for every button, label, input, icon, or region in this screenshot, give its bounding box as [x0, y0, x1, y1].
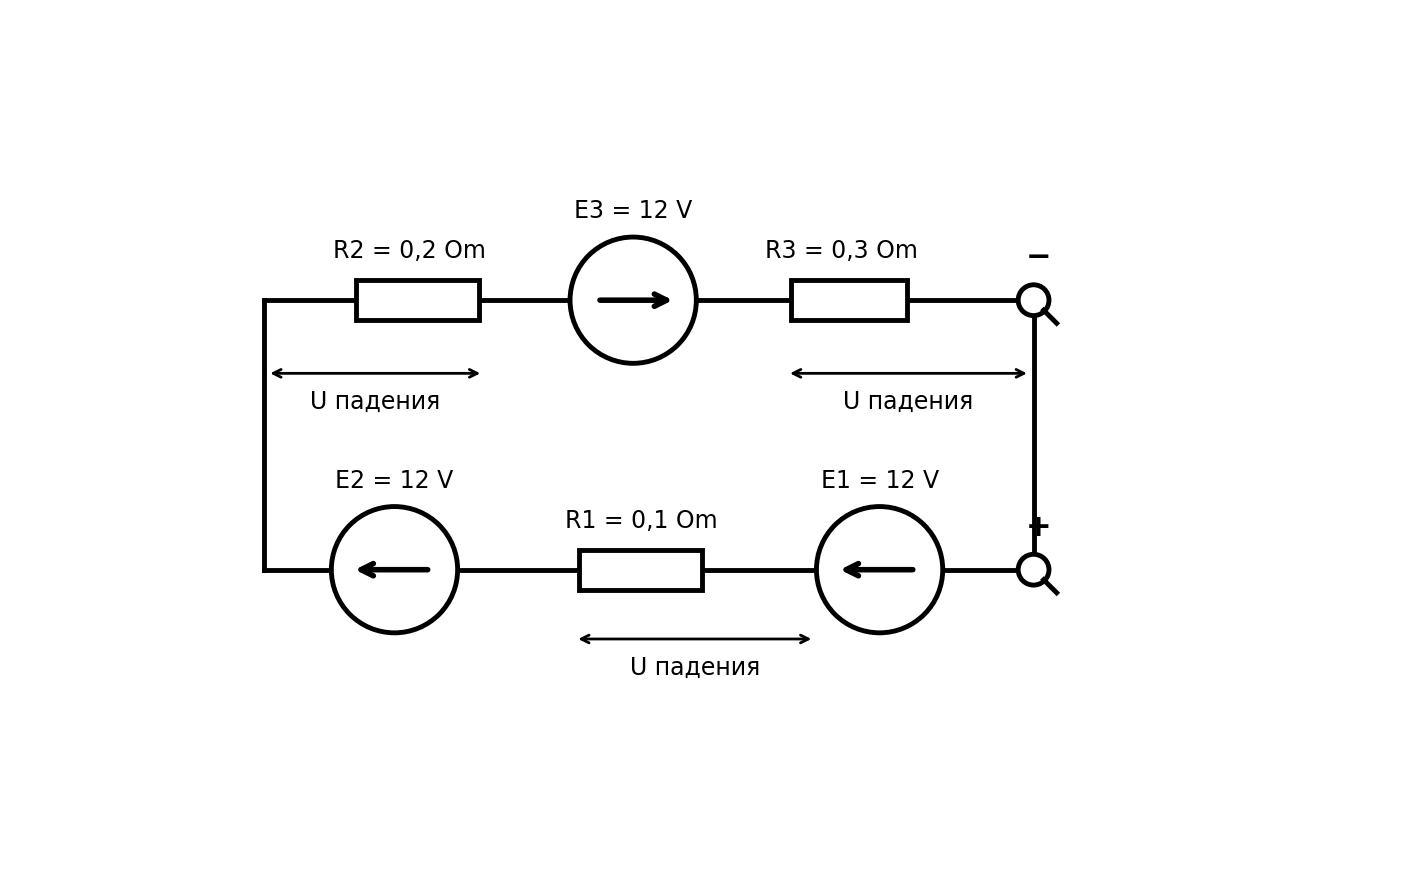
Text: E1 = 12 V: E1 = 12 V	[821, 469, 939, 493]
Text: R2 = 0,2 Om: R2 = 0,2 Om	[334, 239, 487, 263]
Text: R1 = 0,1 Om: R1 = 0,1 Om	[564, 509, 717, 533]
Text: U падения: U падения	[630, 656, 760, 680]
Circle shape	[570, 237, 696, 364]
Circle shape	[1019, 554, 1049, 585]
Text: R3 = 0,3 Om: R3 = 0,3 Om	[765, 239, 918, 263]
Text: U падения: U падения	[843, 390, 974, 414]
Text: −: −	[1026, 243, 1051, 273]
Text: +: +	[1026, 513, 1051, 542]
Circle shape	[331, 507, 457, 633]
Text: E3 = 12 V: E3 = 12 V	[574, 200, 692, 223]
Bar	[791, 280, 906, 320]
Circle shape	[817, 507, 943, 633]
Bar	[579, 550, 703, 590]
Text: E2 = 12 V: E2 = 12 V	[335, 469, 453, 493]
Text: U падения: U падения	[310, 390, 441, 414]
Bar	[356, 280, 480, 320]
Circle shape	[1019, 285, 1049, 315]
